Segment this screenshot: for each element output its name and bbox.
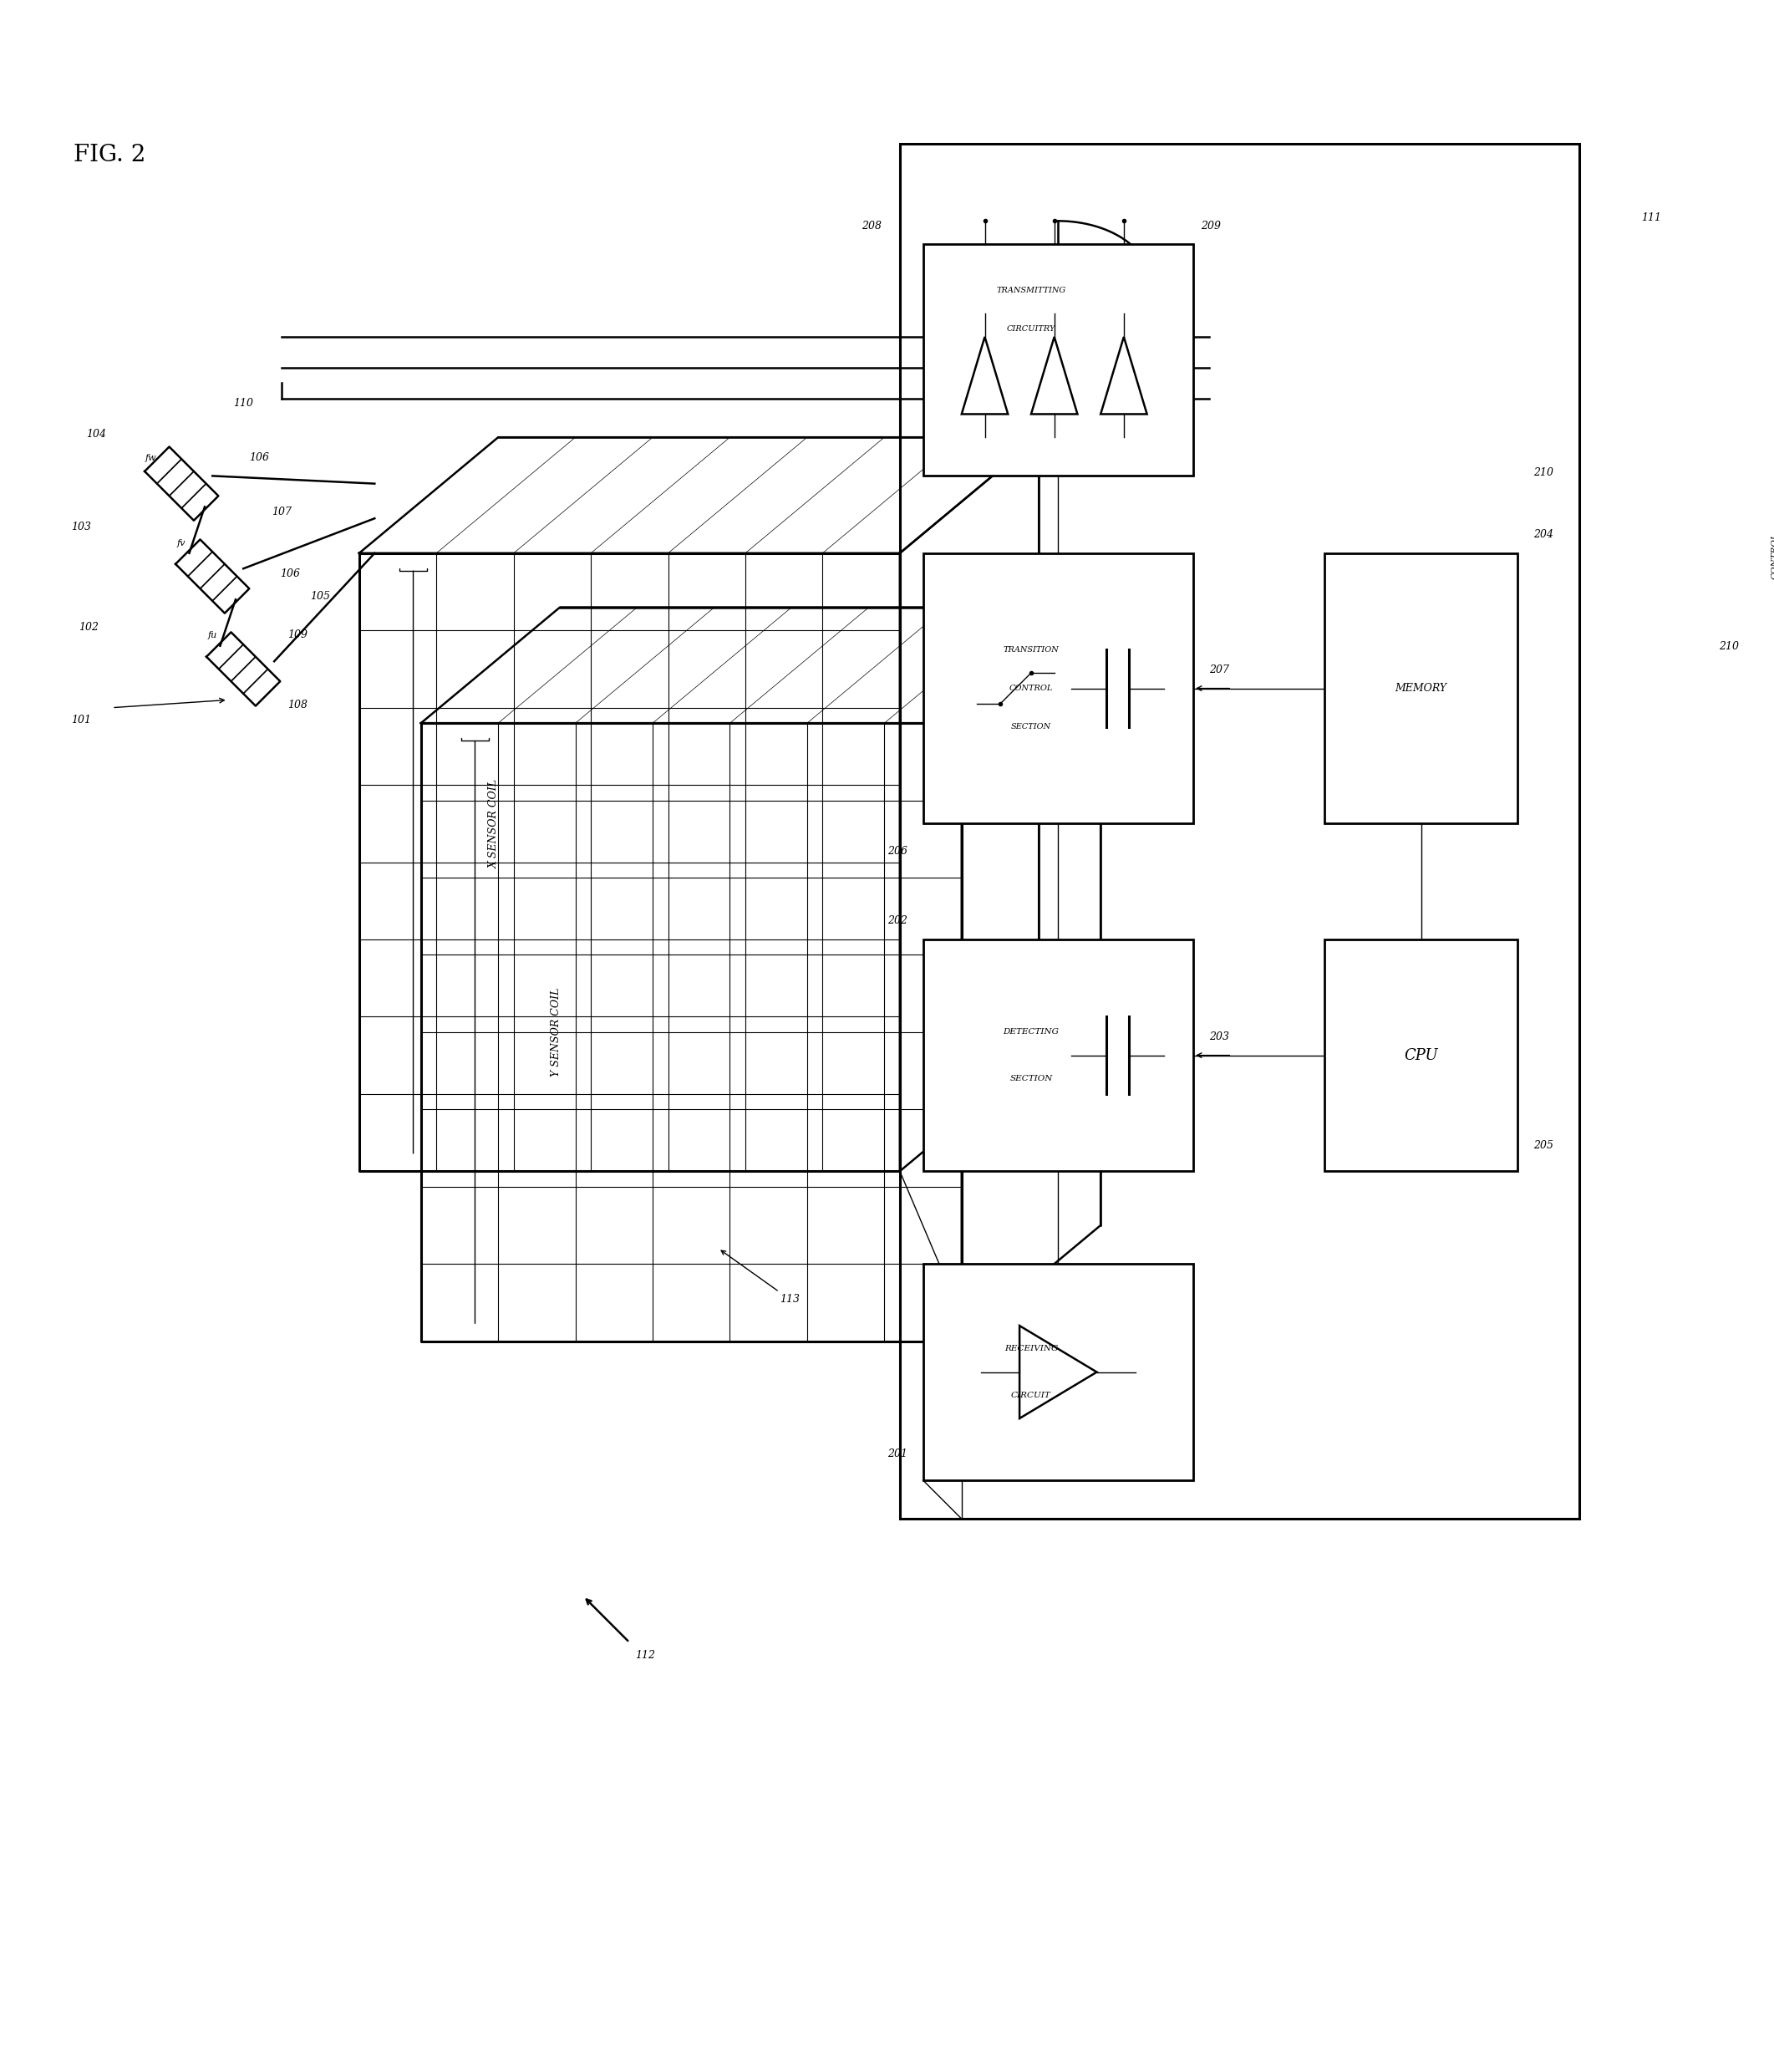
Text: SECTION: SECTION <box>1011 723 1052 731</box>
Text: 112: 112 <box>635 1649 655 1660</box>
Text: SECTION: SECTION <box>1009 1075 1052 1082</box>
Text: 207: 207 <box>1208 665 1229 675</box>
Text: 210: 210 <box>1533 468 1554 479</box>
Text: fu: fu <box>208 632 216 640</box>
Bar <box>922 553 1194 823</box>
Bar <box>922 939 1194 1171</box>
Text: fw: fw <box>145 454 156 462</box>
Text: 204: 204 <box>1533 528 1554 541</box>
Text: 113: 113 <box>722 1251 800 1305</box>
Bar <box>1325 939 1519 1171</box>
Text: CIRCUITRY: CIRCUITRY <box>1006 325 1056 334</box>
Text: CONTROL
SECTION: CONTROL SECTION <box>1770 533 1774 580</box>
Text: 203: 203 <box>1208 1032 1229 1042</box>
Text: 102: 102 <box>78 622 99 632</box>
Text: 104: 104 <box>87 429 106 439</box>
Text: Y SENSOR COIL: Y SENSOR COIL <box>550 988 562 1077</box>
Text: CIRCUIT: CIRCUIT <box>1011 1392 1050 1399</box>
Text: 110: 110 <box>234 398 254 408</box>
Text: 106: 106 <box>280 568 300 578</box>
Bar <box>1325 553 1519 823</box>
Text: 205: 205 <box>1533 1140 1554 1150</box>
Text: 206: 206 <box>887 845 908 858</box>
Text: RECEIVING: RECEIVING <box>1004 1345 1057 1353</box>
Text: 103: 103 <box>71 522 90 533</box>
Text: 101: 101 <box>71 715 90 725</box>
Text: fv: fv <box>177 539 186 547</box>
Text: 107: 107 <box>271 506 293 518</box>
Text: 106: 106 <box>248 452 270 462</box>
Text: CONTROL: CONTROL <box>1009 684 1054 692</box>
Text: 108: 108 <box>287 700 307 711</box>
Text: 208: 208 <box>860 220 882 232</box>
Text: 109: 109 <box>287 630 307 640</box>
Text: X SENSOR COIL: X SENSOR COIL <box>490 779 500 868</box>
Text: 210: 210 <box>1719 642 1739 653</box>
Bar <box>899 143 1579 1519</box>
Text: 202: 202 <box>887 916 908 926</box>
Text: 201: 201 <box>887 1448 908 1459</box>
Text: TRANSMITTING: TRANSMITTING <box>997 286 1066 294</box>
Bar <box>922 1264 1194 1479</box>
Text: MEMORY: MEMORY <box>1394 684 1448 694</box>
Text: FIG. 2: FIG. 2 <box>73 143 145 166</box>
Text: 209: 209 <box>1201 220 1221 232</box>
Text: 111: 111 <box>1641 213 1660 224</box>
Text: 105: 105 <box>310 591 330 603</box>
Text: DETECTING: DETECTING <box>1002 1028 1059 1036</box>
Text: TRANSITION: TRANSITION <box>1004 646 1059 653</box>
Text: CPU: CPU <box>1405 1048 1439 1063</box>
Bar <box>922 244 1194 477</box>
